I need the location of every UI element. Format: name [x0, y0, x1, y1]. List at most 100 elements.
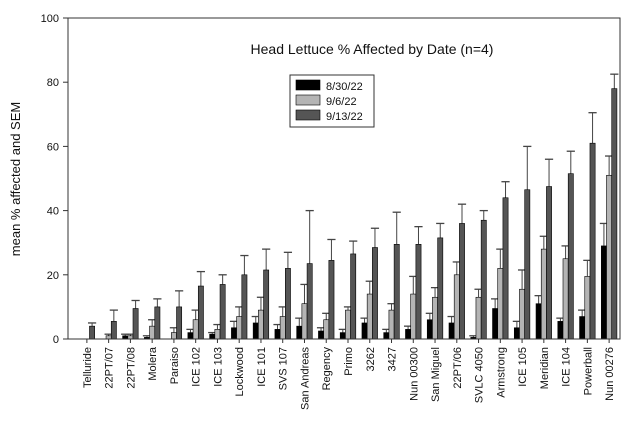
bar-8-30-22: [296, 325, 303, 340]
bar-9-13-22: [524, 189, 531, 340]
x-tick-label: San Andreas: [299, 347, 311, 410]
x-tick-label: Lockwood: [234, 347, 246, 397]
bar-9-13-22: [611, 88, 618, 340]
bar-8-30-22: [318, 330, 324, 340]
legend-swatch: [295, 94, 321, 106]
bar-9-13-22: [480, 219, 487, 340]
bar-9-13-22: [263, 269, 270, 340]
bar-9-13-22: [393, 244, 400, 340]
x-tick-label: Meridian: [539, 347, 551, 389]
bar-8-30-22: [274, 329, 281, 340]
legend-label: 9/13/22: [326, 111, 363, 123]
legend-swatch: [295, 109, 321, 121]
bar-9-13-22: [285, 268, 291, 340]
bar-9-6-22: [236, 316, 243, 340]
bar-9-13-22: [546, 186, 552, 340]
bar-8-30-22: [448, 322, 455, 340]
bar-8-30-22: [601, 245, 607, 340]
bar-9-13-22: [219, 284, 226, 340]
x-tick-label: SVS 107: [278, 347, 290, 390]
bar-8-30-22: [383, 332, 390, 340]
legend-label: 9/6/22: [326, 96, 357, 108]
y-tick-label: 100: [41, 13, 59, 25]
x-tick-label: Nun 00276: [604, 347, 616, 401]
x-tick-label: ICE 105: [517, 347, 529, 387]
bar-9-13-22: [154, 306, 161, 340]
bar-9-6-22: [432, 296, 438, 340]
x-tick-label: San Miguel: [430, 347, 442, 402]
bar-9-6-22: [453, 274, 460, 340]
bar-9-6-22: [149, 325, 156, 340]
bar-9-6-22: [540, 248, 547, 340]
bar-9-6-22: [584, 276, 591, 340]
x-tick-label: ICE 102: [191, 347, 203, 387]
x-tick-label: Regency: [321, 347, 333, 391]
bar-8-30-22: [231, 327, 237, 340]
bar-9-13-22: [306, 263, 313, 340]
bar-9-6-22: [410, 293, 417, 340]
y-tick-label: 40: [47, 206, 59, 218]
bar-9-13-22: [110, 321, 117, 340]
bar-8-30-22: [361, 322, 368, 340]
chart-title: Head Lettuce % Affected by Date (n=4): [251, 41, 494, 57]
bar-9-13-22: [502, 197, 509, 340]
y-tick-label: 60: [47, 141, 59, 153]
x-tick-label: Paraiso: [169, 347, 181, 384]
bar-8-30-22: [252, 322, 259, 340]
bar-9-13-22: [197, 285, 204, 340]
legend-label: 8/30/22: [326, 81, 363, 93]
bar-9-13-22: [350, 253, 357, 340]
x-tick-label: Primo: [343, 347, 355, 376]
y-tick-label: 0: [53, 334, 59, 346]
x-tick-label: 22PT/08: [125, 347, 137, 389]
bar-8-30-22: [187, 332, 194, 340]
x-axis: Telluride 22PT/07 22PT/08 Molera Paraiso ICE …: [82, 339, 616, 410]
bar-8-30-22: [426, 319, 433, 340]
x-tick-label: 22PT/06: [452, 347, 464, 389]
bar-9-13-22: [89, 325, 95, 340]
bar-9-13-22: [437, 237, 444, 340]
bar-9-13-22: [241, 274, 248, 340]
bar-9-6-22: [366, 293, 373, 340]
legend: 8/30/22 9/6/22 9/13/22: [289, 74, 375, 128]
plot-frame: [67, 17, 621, 340]
bar-9-13-22: [176, 306, 183, 340]
bar-9-6-22: [279, 316, 286, 340]
bar-9-6-22: [192, 319, 199, 340]
bar-8-30-22: [492, 308, 499, 340]
bar-9-6-22: [323, 319, 330, 340]
x-tick-label: ICE 101: [256, 347, 268, 387]
bar-9-6-22: [475, 296, 482, 340]
x-tick-label: 3427: [387, 347, 399, 371]
y-tick-label: 80: [47, 77, 59, 89]
bar-8-30-22: [535, 303, 542, 340]
bar-9-6-22: [301, 303, 308, 340]
bar-9-13-22: [132, 308, 139, 340]
bar-8-30-22: [405, 329, 411, 340]
bar-9-6-22: [214, 329, 221, 340]
x-tick-label: 3262: [365, 347, 377, 371]
bar-9-6-22: [562, 258, 569, 340]
bar-8-30-22: [339, 332, 346, 340]
bar-8-30-22: [579, 316, 586, 340]
y-tick-label: 20: [47, 270, 59, 282]
x-tick-label: Telluride: [82, 347, 94, 388]
x-tick-label: ICE 103: [212, 347, 224, 387]
x-tick-label: ICE 104: [561, 347, 573, 387]
x-tick-label: Molera: [147, 346, 159, 381]
bar-9-6-22: [519, 288, 525, 340]
bar-9-13-22: [459, 223, 465, 340]
x-tick-label: Nun 00300: [408, 347, 420, 401]
bar-9-6-22: [345, 309, 351, 340]
bar-9-13-22: [372, 247, 378, 340]
bar-9-13-22: [567, 173, 574, 340]
bar-9-6-22: [606, 174, 613, 340]
bar-8-30-22: [557, 321, 564, 340]
legend-swatch: [295, 79, 321, 91]
bar-9-13-22: [589, 142, 596, 340]
bar-9-13-22: [328, 260, 335, 340]
x-tick-label: SVLC 4050: [474, 347, 486, 403]
bar-9-6-22: [388, 309, 395, 340]
x-tick-label: Armstrong: [495, 347, 507, 398]
